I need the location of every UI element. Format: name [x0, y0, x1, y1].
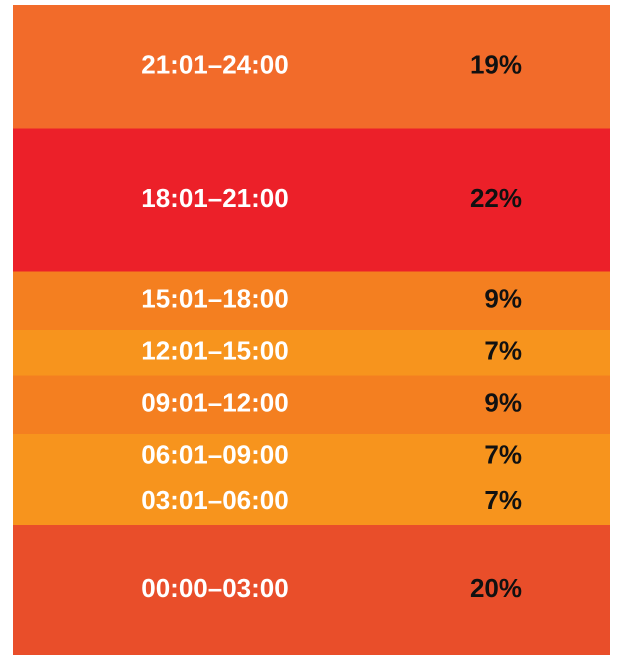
category-label: 21:01–24:00 — [141, 50, 288, 80]
category-label: 06:01–09:00 — [141, 440, 288, 470]
band — [13, 479, 610, 525]
value-label: 20% — [470, 573, 522, 603]
category-label: 15:01–18:00 — [141, 284, 288, 314]
band — [13, 525, 610, 655]
value-label: 19% — [470, 50, 522, 80]
category-label: 12:01–15:00 — [141, 336, 288, 366]
band — [13, 128, 610, 272]
category-label: 00:00–03:00 — [141, 573, 288, 603]
value-label: 9% — [484, 284, 522, 314]
category-label: 18:01–21:00 — [141, 183, 288, 213]
value-label: 22% — [470, 183, 522, 213]
band — [13, 434, 610, 480]
band — [13, 5, 610, 129]
value-label: 9% — [484, 388, 522, 418]
value-label: 7% — [484, 485, 522, 515]
band — [13, 330, 610, 376]
band — [13, 271, 610, 330]
band — [13, 375, 610, 434]
value-label: 7% — [484, 440, 522, 470]
category-label: 09:01–12:00 — [141, 388, 288, 418]
value-label: 7% — [484, 336, 522, 366]
category-label: 03:01–06:00 — [141, 485, 288, 515]
